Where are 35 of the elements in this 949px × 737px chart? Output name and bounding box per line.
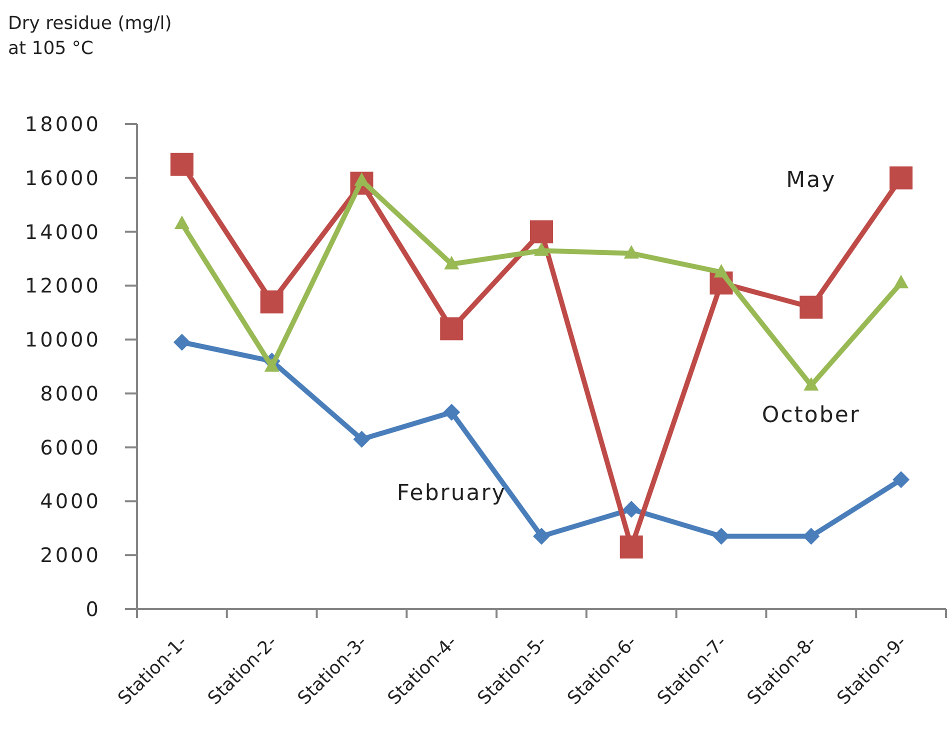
y-tick-label: 18000 [24,112,101,136]
y-tick-label: 10000 [24,328,101,352]
y-tick-label: 8000 [40,381,101,406]
point [440,317,464,340]
point [533,528,550,545]
y-tick-label: 0 [86,597,101,621]
y-axis-title: Dry residue (mg/l) at 105 °C [8,13,172,59]
point [353,430,370,448]
point [622,500,640,518]
point [173,334,190,351]
point [714,264,729,278]
point [804,377,819,391]
point [892,471,910,488]
y-tick-label: 2000 [40,543,101,568]
point [620,536,643,559]
point [624,245,639,259]
point [890,166,913,190]
y-tick-label: 12000 [24,274,101,298]
point [800,296,823,319]
point [264,358,280,372]
point [170,152,194,176]
point [530,220,553,244]
series-label: February [396,481,506,506]
point [174,215,190,229]
point [444,256,460,270]
point [443,404,460,421]
point [260,290,284,314]
y-tick-label: 4000 [40,489,101,514]
point [534,242,549,256]
series-label: October [762,403,860,428]
y-tick-label: 16000 [24,166,101,190]
point [894,274,909,288]
y-tick-label: 6000 [40,435,101,460]
text: May [786,168,836,193]
y-tick-label: 14000 [24,220,101,244]
